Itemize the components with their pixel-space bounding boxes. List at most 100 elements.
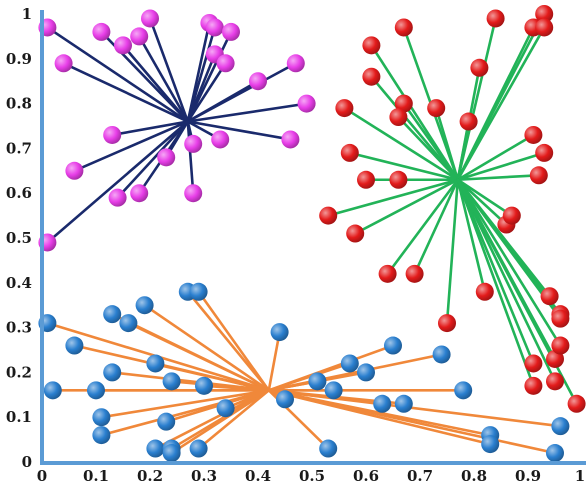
- cluster-1-link-25: [456, 151, 546, 182]
- cluster-0-point-18: [103, 125, 122, 144]
- cluster-1-point-23: [535, 18, 554, 37]
- cluster-1-point-7: [427, 99, 446, 118]
- cluster-2-point-22: [276, 390, 294, 409]
- cluster-0-link-19: [73, 120, 190, 173]
- cluster-1-link-24: [456, 133, 535, 182]
- cluster-0-link-9: [186, 53, 217, 123]
- cluster-1-point-20: [502, 206, 521, 225]
- cluster-2-point-11: [162, 372, 181, 391]
- y-tick-label-9: 0.9: [6, 50, 32, 68]
- cluster-0-link-23: [46, 120, 190, 244]
- cluster-2-point-7: [43, 381, 62, 400]
- cluster-0-point-12: [286, 54, 305, 73]
- cluster-1-point-10: [340, 143, 359, 162]
- cluster-0-point-16: [184, 134, 203, 153]
- cluster-0-link-20: [116, 120, 190, 199]
- cluster-2-point-35: [546, 444, 564, 463]
- cluster-0-point-20: [108, 188, 127, 207]
- cluster-2-link-36: [267, 389, 562, 428]
- cluster-2-link-21: [267, 330, 281, 392]
- cluster-2-point-6: [189, 282, 208, 301]
- cluster-2-point-23: [308, 372, 327, 391]
- cluster-0-point-10: [216, 54, 235, 73]
- cluster-1-point-32: [551, 336, 570, 355]
- cluster-0-point-17: [157, 148, 176, 167]
- cluster-1-link-8: [456, 120, 470, 182]
- cluster-0-link-3: [121, 44, 190, 123]
- cluster-1-point-11: [357, 170, 375, 189]
- cluster-1-link-13: [326, 178, 460, 217]
- cluster-2-point-28: [432, 345, 451, 364]
- cluster-1-link-5: [402, 102, 460, 182]
- y-tick-label-8: 0.8: [6, 95, 32, 113]
- x-tick-label-10: 1: [575, 467, 585, 485]
- cluster-1-point-12: [389, 170, 408, 189]
- cluster-1-link-9: [343, 106, 460, 182]
- cluster-1-point-16: [405, 264, 424, 283]
- cluster-1-link-26: [456, 173, 541, 182]
- cluster-0-link-18: [110, 120, 190, 137]
- cluster-1-link-7: [434, 106, 460, 182]
- cluster-2-point-10: [146, 354, 165, 373]
- cluster-2-point-3: [119, 314, 138, 333]
- y-tick-label-6: 0.6: [6, 184, 32, 202]
- cluster-1-point-3: [470, 58, 489, 77]
- x-tick-label-2: 0.2: [137, 467, 163, 485]
- cluster-2-point-21: [270, 323, 289, 342]
- cluster-0-point-21: [130, 184, 149, 203]
- cluster-0-point-4: [130, 27, 149, 46]
- cluster-1-point-30: [524, 354, 543, 373]
- cluster-1-point-22: [535, 5, 554, 23]
- cluster-0-point-1: [54, 54, 73, 73]
- cluster-2-link-5: [186, 290, 271, 392]
- cluster-2-link-28: [267, 353, 443, 392]
- cluster-2-point-1: [65, 336, 84, 355]
- cluster-1-point-26: [529, 166, 548, 185]
- y-tick-label-10: 1: [22, 5, 32, 23]
- cluster-1-link-4: [370, 75, 460, 182]
- cluster-0-point-14: [281, 130, 300, 149]
- cluster-2-point-25: [340, 354, 359, 373]
- cluster-1-point-13: [319, 206, 338, 225]
- cluster-0-point-2: [92, 22, 111, 41]
- cluster-0-link-5: [148, 17, 190, 123]
- cluster-1-link-17: [445, 178, 460, 325]
- cluster-0-link-13: [186, 102, 308, 123]
- cluster-1-point-17: [438, 314, 456, 333]
- cluster-1-point-2: [486, 9, 505, 28]
- cluster-1-point-8: [459, 112, 478, 131]
- cluster-2-point-19: [189, 439, 208, 458]
- y-tick-label-1: 0.1: [6, 408, 32, 426]
- cluster-1-point-0: [362, 36, 381, 55]
- cluster-1-point-33: [524, 376, 543, 395]
- cluster-0-link-1: [62, 61, 190, 123]
- cluster-2-link-12: [202, 384, 271, 392]
- cluster-0-point-5: [141, 9, 159, 28]
- cluster-2-link-27: [267, 344, 395, 392]
- cluster-1-link-32: [456, 178, 562, 347]
- x-tick-label-9: 0.9: [515, 467, 541, 485]
- y-tick-label-3: 0.3: [6, 319, 32, 337]
- cluster-2-point-36: [551, 417, 570, 436]
- cluster-1-point-6: [389, 108, 408, 127]
- connector-lines: [46, 12, 578, 455]
- cluster-1-link-10: [348, 151, 460, 182]
- cluster-2-link-6: [197, 290, 271, 392]
- cluster-1-point-24: [524, 125, 543, 144]
- cluster-0-link-4: [137, 35, 190, 123]
- cluster-2-point-29: [373, 394, 392, 413]
- cluster-0-link-22: [186, 120, 195, 195]
- cluster-2-point-13: [92, 408, 111, 427]
- cluster-2-point-30: [394, 394, 413, 413]
- cluster-2-point-9: [103, 363, 122, 382]
- cluster-1-link-14: [353, 178, 460, 235]
- y-tick-label-5: 0.5: [6, 229, 32, 247]
- cluster-2-point-24: [324, 381, 343, 400]
- cluster-1-point-27: [540, 287, 559, 306]
- cluster-0-point-13: [297, 94, 316, 113]
- cluster-1-point-1: [394, 18, 413, 37]
- cluster-1-point-18: [475, 282, 494, 301]
- cluster-1-point-15: [378, 264, 397, 283]
- cluster-1-point-35: [567, 394, 586, 413]
